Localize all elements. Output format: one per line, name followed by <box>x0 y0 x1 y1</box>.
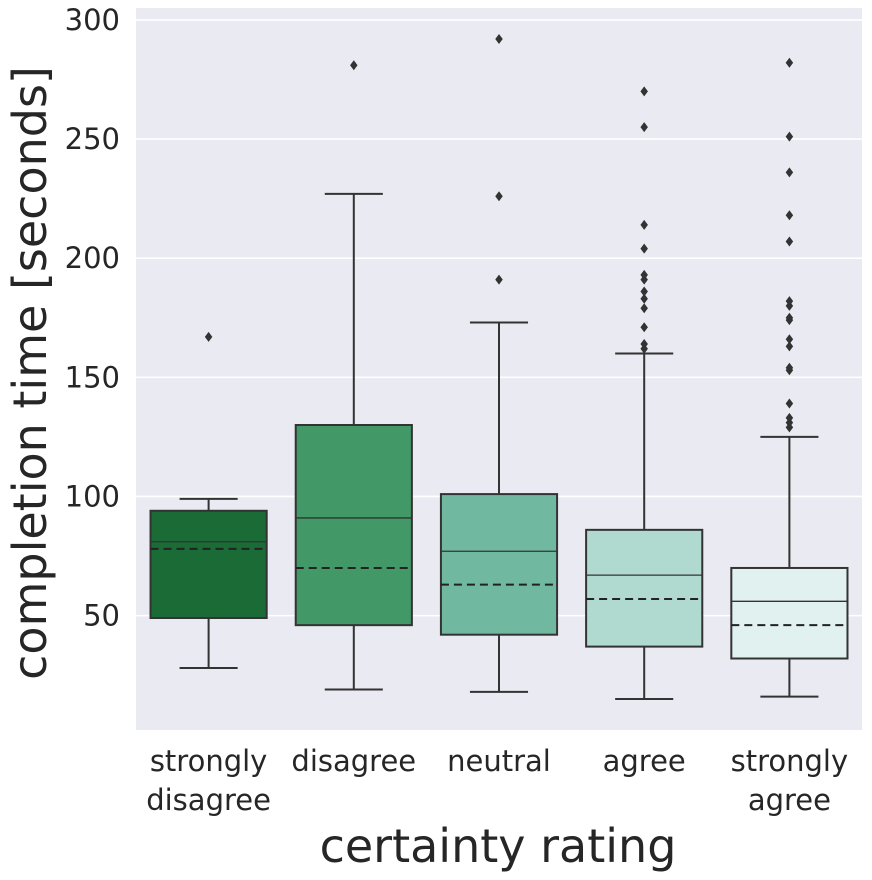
outlier-point <box>350 60 358 71</box>
outlier-point <box>785 236 794 247</box>
x-tick-label-line: neutral <box>447 744 551 778</box>
outlier-point <box>785 334 794 345</box>
box-iqr <box>585 528 704 648</box>
outlier-point <box>640 293 648 304</box>
outlier-point <box>785 210 794 221</box>
x-tick-label-3: neutral <box>447 744 551 778</box>
outlier-point <box>785 362 794 373</box>
outlier-point <box>640 269 648 280</box>
outlier-point <box>640 338 648 349</box>
box-group-5 <box>730 57 849 698</box>
box-iqr <box>294 423 413 627</box>
outlier-point <box>640 303 648 314</box>
x-tick-label-line: agree <box>748 783 831 817</box>
x-tick-label-line: agree <box>603 744 686 778</box>
outlier-point <box>785 57 794 68</box>
outlier-point <box>204 331 213 342</box>
outlier-point <box>640 243 648 254</box>
outlier-point <box>785 312 794 323</box>
x-tick-label-line: disagree <box>146 783 271 817</box>
outlier-point <box>785 412 794 423</box>
outlier-point <box>640 286 648 297</box>
outlier-point <box>785 398 794 409</box>
y-tick-label-200: 200 <box>65 241 120 275</box>
box-group-1 <box>149 331 268 670</box>
x-tick-label-line: disagree <box>291 744 416 778</box>
box-iqr <box>730 566 849 660</box>
outlier-point <box>640 219 648 230</box>
x-tick-label-2: disagree <box>291 744 416 778</box>
y-tick-labels: 50 100 150 200 250 300 <box>65 3 120 633</box>
outlier-point <box>495 191 503 202</box>
x-tick-label-line: strongly <box>150 744 268 778</box>
boxes <box>149 33 849 701</box>
outlier-point <box>785 296 794 307</box>
x-tick-label-1: strongly disagree <box>146 744 271 817</box>
y-tick-label-300: 300 <box>65 3 120 37</box>
y-tick-label-100: 100 <box>65 479 120 513</box>
x-axis-title: certainty rating <box>320 819 677 873</box>
x-tick-label-line: strongly <box>731 744 849 778</box>
box-iqr <box>149 509 268 620</box>
box-group-4 <box>585 86 704 701</box>
box-group-3 <box>439 33 559 693</box>
x-tick-label-4: agree <box>603 744 686 778</box>
box-group-2 <box>294 60 413 691</box>
y-axis-title: completion time [seconds] <box>3 66 57 680</box>
outlier-point <box>785 341 794 352</box>
outlier-point <box>640 122 648 133</box>
outlier-point <box>785 131 794 142</box>
outlier-point <box>640 86 648 97</box>
outlier-point <box>495 33 503 44</box>
box-iqr <box>439 493 559 636</box>
x-tick-label-5: strongly agree <box>731 744 849 817</box>
y-tick-label-250: 250 <box>65 122 120 156</box>
outlier-point <box>640 322 648 333</box>
outlier-point <box>495 274 503 285</box>
outlier-point <box>785 167 794 178</box>
y-tick-label-50: 50 <box>83 599 120 633</box>
y-tick-label-150: 150 <box>65 360 120 394</box>
